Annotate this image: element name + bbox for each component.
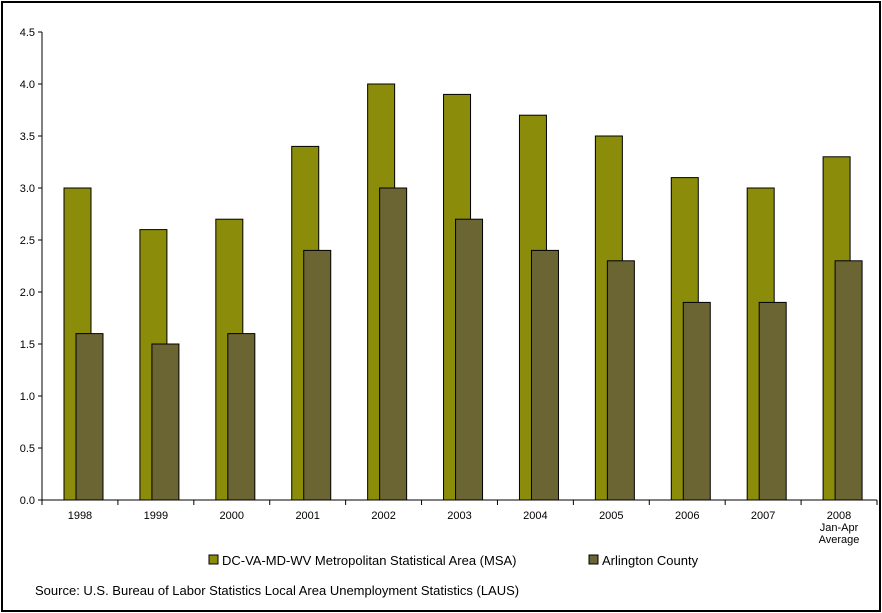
x-tick-label: 2001 [295,510,319,522]
x-tick-label: 1998 [68,510,92,522]
y-tick-label: 2.0 [20,287,35,299]
x-tick-label: 2008 Jan-Apr Average [819,510,860,546]
legend-label-msa: DC-VA-MD-WV Metropolitan Statistical Are… [222,553,517,568]
x-tick-label: 2006 [675,510,699,522]
bar-arlington [606,260,635,501]
legend-swatch-arlington [588,554,599,565]
y-tick-label: 1.5 [20,339,35,351]
legend-swatch-msa [208,554,219,565]
bar-arlington [75,333,104,501]
x-tick-label: 2007 [751,510,775,522]
bar-arlington [151,343,180,501]
x-tick-label: 2005 [599,510,623,522]
x-tick-label: 1999 [144,510,168,522]
bar-arlington [834,260,863,501]
bar-arlington [455,218,484,501]
legend-label-arlington: Arlington County [602,553,699,568]
source-note: Source: U.S. Bureau of Labor Statistics … [35,583,520,598]
x-tick-label: 2004 [523,510,547,522]
y-tick-label: 0.0 [20,495,35,507]
bar-chart: 0.0 0.5 1.0 1.5 2.0 2.5 3.0 3.5 4.0 4.5 1998 1999 20… [20,27,878,568]
bar-arlington [530,249,559,501]
y-tick-label: 4.5 [20,27,35,39]
y-tick-label: 0.5 [20,443,35,455]
x-tick-label: 2000 [220,510,244,522]
bar-arlington [682,301,711,501]
y-tick-label: 3.5 [20,131,35,143]
x-tick-label: 2002 [371,510,395,522]
bar-arlington [758,301,787,501]
x-tick-label: 2003 [447,510,471,522]
y-tick-label: 4.0 [20,79,35,91]
y-tick-label: 3.0 [20,183,35,195]
y-tick-label: 2.5 [20,235,35,247]
bar-arlington [303,249,332,501]
bar-arlington [379,187,408,501]
y-tick-label: 1.0 [20,391,35,403]
bar-arlington [227,333,256,501]
